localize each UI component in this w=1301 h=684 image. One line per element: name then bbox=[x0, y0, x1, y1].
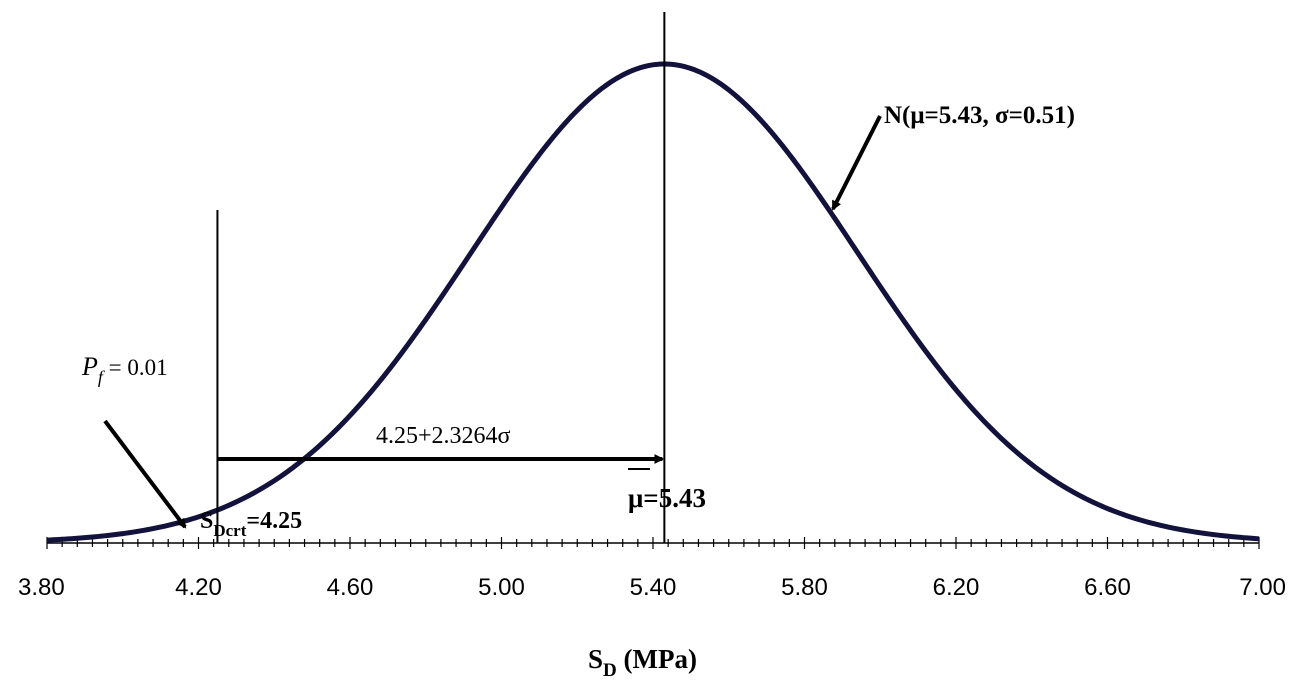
x-axis-label-unit: (MPa) bbox=[617, 644, 697, 674]
critical-value-label: SDcrt=4.25 bbox=[200, 508, 302, 540]
distribution-pointer-arrow bbox=[831, 115, 882, 211]
pf-label: Pf = 0.01 bbox=[81, 352, 168, 387]
x-axis-label: SD (MPa) bbox=[588, 644, 697, 681]
x-tick-label: 4.20 bbox=[175, 574, 222, 601]
x-tick-label: 5.40 bbox=[630, 574, 677, 601]
x-axis-label-sub: D bbox=[603, 660, 617, 681]
mean-label: μ=5.43 bbox=[628, 483, 706, 513]
x-tick-label: 4.60 bbox=[327, 574, 374, 601]
x-tick-label: 6.60 bbox=[1084, 574, 1131, 601]
x-tick-label: 5.80 bbox=[781, 574, 828, 601]
x-tick-label: 3.80 bbox=[18, 574, 65, 601]
critical-symbol: S bbox=[200, 508, 213, 534]
x-tick-label: 7.00 bbox=[1239, 574, 1286, 601]
pf-symbol: P bbox=[81, 352, 98, 381]
x-axis-label-main: S bbox=[588, 644, 603, 674]
normal-curve bbox=[46, 61, 1260, 543]
x-tick-label: 6.20 bbox=[933, 574, 980, 601]
pf-value: = 0.01 bbox=[103, 355, 168, 380]
distribution-label: N(μ=5.43, σ=0.51) bbox=[884, 102, 1075, 129]
critical-subscript: Dcrt bbox=[213, 521, 246, 540]
x-axis-tick-labels: 3.80 4.20 4.60 5.00 5.40 5.80 6.20 6.60 7.00 bbox=[18, 574, 1286, 601]
pf-pointer-arrow bbox=[103, 419, 187, 529]
span-arrow-label: 4.25+2.3264σ bbox=[376, 423, 511, 449]
x-axis-ticks bbox=[46, 537, 1260, 549]
critical-value: =4.25 bbox=[246, 508, 302, 534]
x-tick-label: 5.00 bbox=[478, 574, 525, 601]
pf-subscript: f bbox=[98, 367, 106, 387]
